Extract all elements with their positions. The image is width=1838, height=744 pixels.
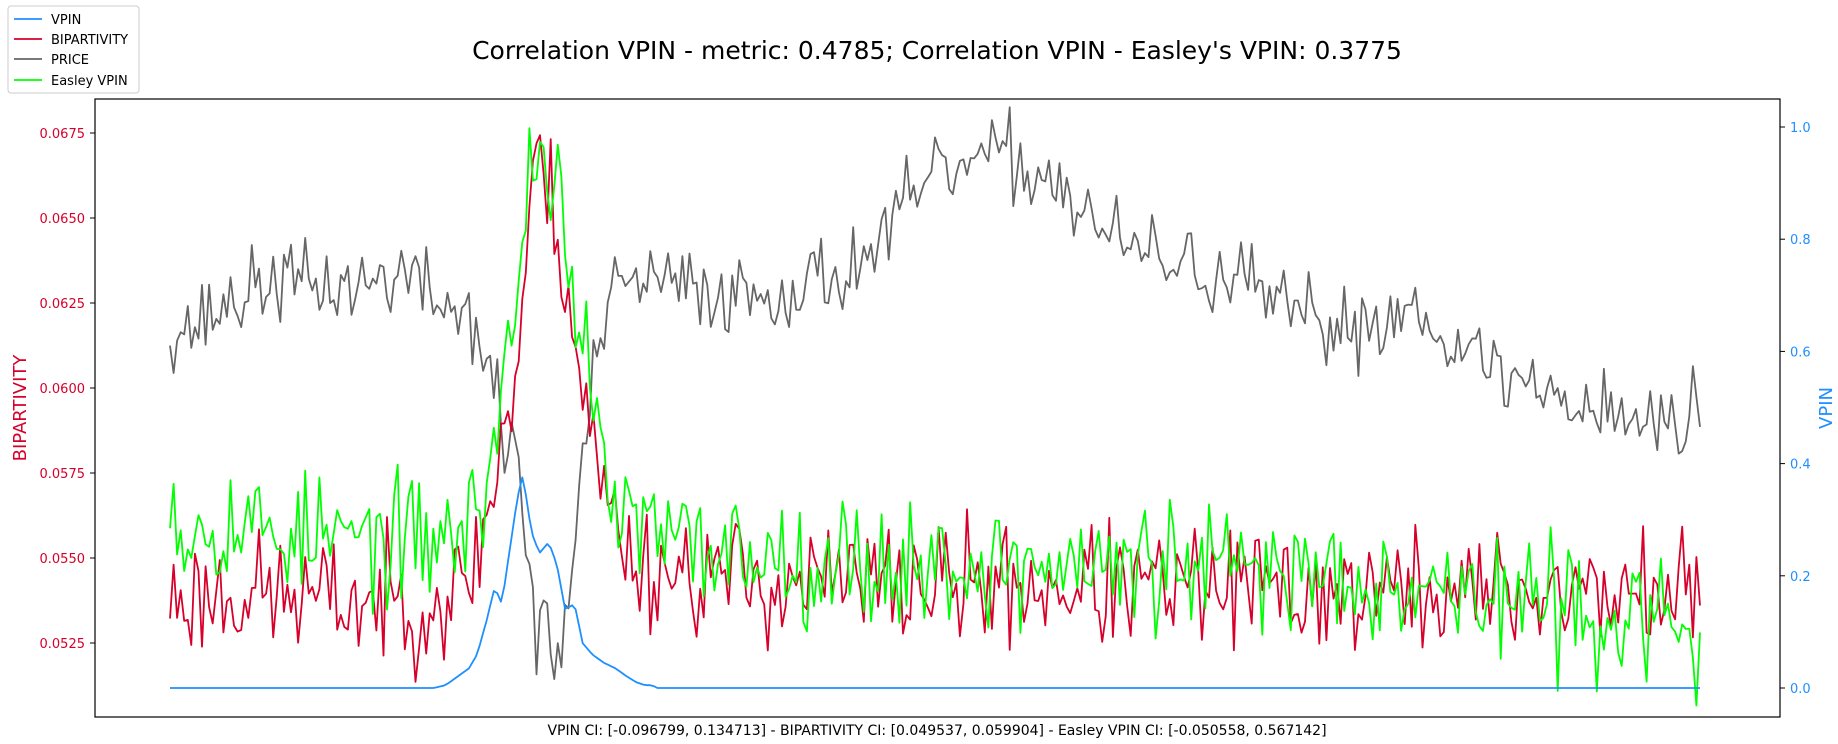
confidence-interval-caption: VPIN CI: [-0.096799, 0.134713] - BIPARTI… bbox=[547, 723, 1326, 739]
legend-label-bipartivity: BIPARTIVITY bbox=[51, 33, 128, 48]
left-tick-label: 0.0625 bbox=[40, 297, 86, 312]
left-tick-label: 0.0550 bbox=[40, 552, 86, 567]
series-layer bbox=[169, 106, 1701, 707]
right-tick-label: 1.0 bbox=[1790, 121, 1811, 136]
right-tick-label: 0.6 bbox=[1790, 345, 1811, 360]
right-tick-label: 0.8 bbox=[1790, 233, 1811, 248]
legend-label-easley-vpin: Easley VPIN bbox=[51, 74, 128, 89]
left-tick-label: 0.0575 bbox=[40, 467, 86, 482]
legend-label-vpin: VPIN bbox=[51, 13, 81, 28]
series-line-price bbox=[169, 106, 1701, 680]
plot-frame bbox=[94, 98, 1781, 718]
chart-title: Correlation VPIN - metric: 0.4785; Corre… bbox=[472, 36, 1402, 65]
legend-frame bbox=[7, 5, 140, 94]
left-axis-label: BIPARTIVITY bbox=[10, 354, 31, 462]
right-tick-label: 0.2 bbox=[1790, 570, 1811, 585]
left-tick-label: 0.0525 bbox=[40, 637, 86, 652]
left-tick-label: 0.0600 bbox=[40, 382, 86, 397]
left-tick-label: 0.0675 bbox=[40, 127, 86, 142]
right-tick-label: 0.4 bbox=[1790, 458, 1811, 473]
left-tick-label: 0.0650 bbox=[40, 212, 86, 227]
right-tick-label: 0.0 bbox=[1790, 682, 1811, 697]
series-line-easley-vpin bbox=[169, 127, 1701, 707]
series-line-vpin bbox=[170, 476, 1700, 689]
legend-label-price: PRICE bbox=[51, 53, 89, 68]
right-axis-label: VPIN bbox=[1816, 387, 1837, 429]
right-axis-ticks: 0.0 0.2 0.4 0.6 0.8 1.0 bbox=[1780, 121, 1811, 697]
series-line-bipartivity bbox=[169, 134, 1701, 683]
legend: VPIN BIPARTIVITY PRICE Easley VPIN bbox=[7, 5, 140, 94]
left-axis-ticks: 0.0525 0.0550 0.0575 0.0600 0.0625 0.0650 0.06… bbox=[40, 127, 95, 652]
